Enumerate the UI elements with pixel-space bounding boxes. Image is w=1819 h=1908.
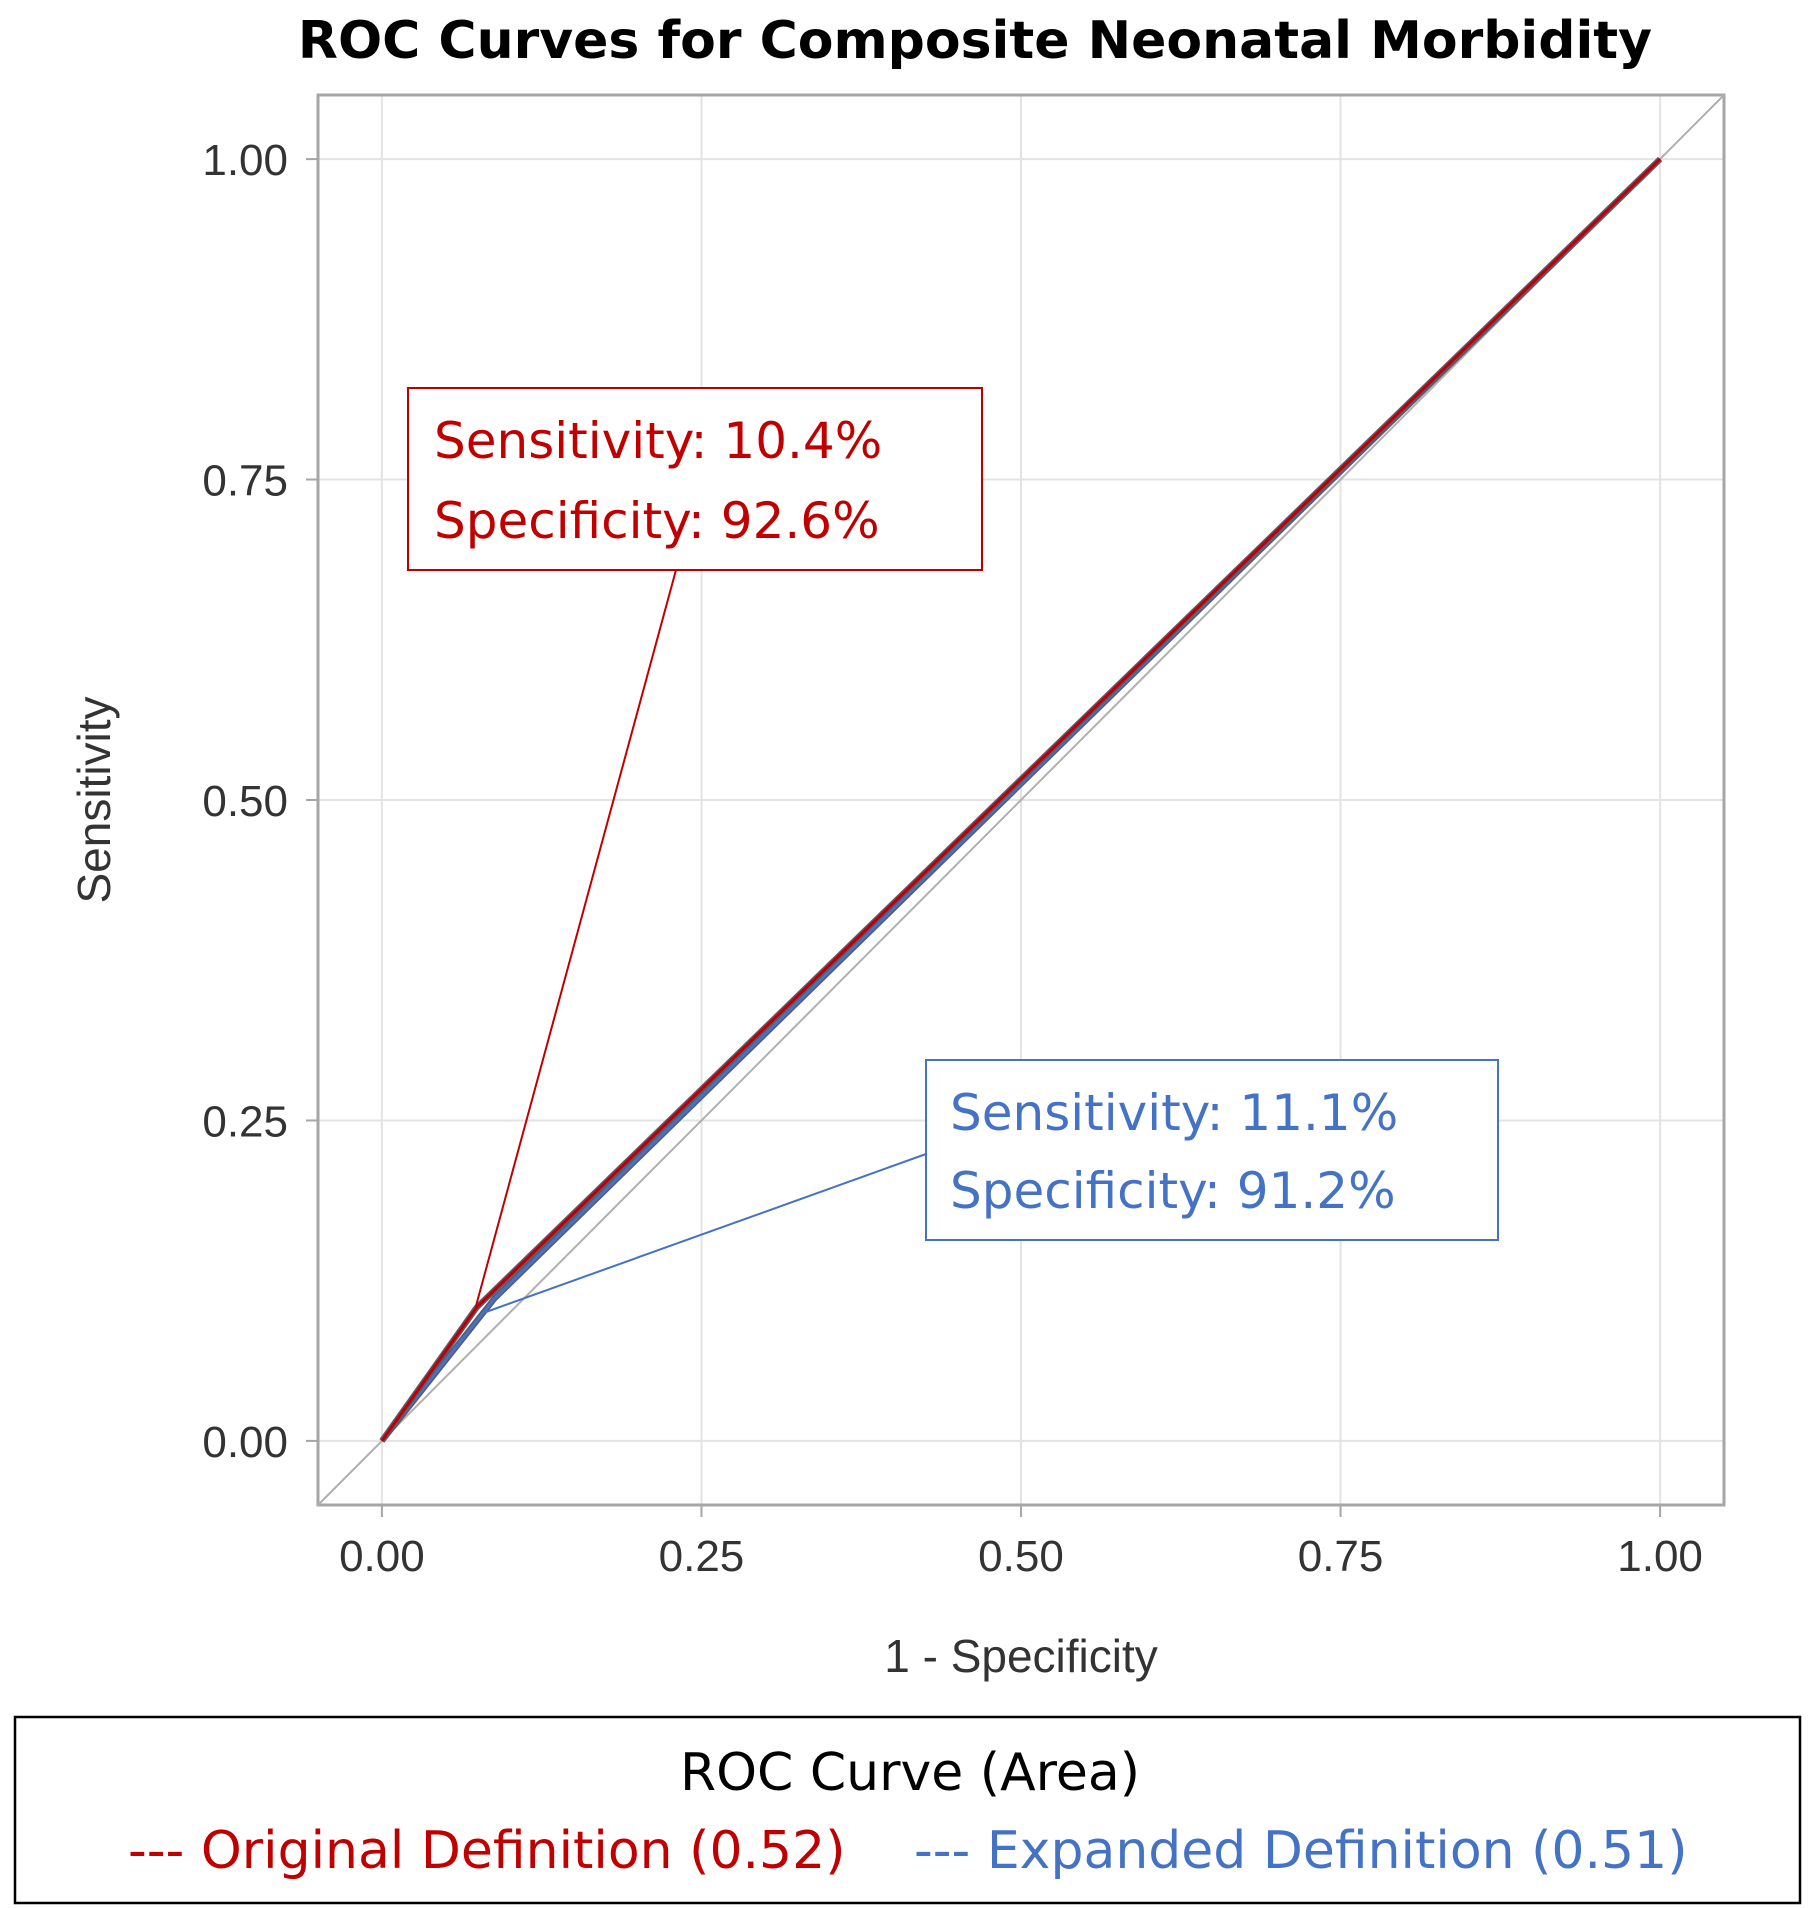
chart-title: ROC Curves for Composite Neonatal Morbid… — [298, 11, 1652, 71]
annotation-expanded-sensitivity: Sensitivity: 11.1% — [950, 1084, 1398, 1142]
annotation-original-leader-line — [475, 569, 677, 1307]
y-tick-label: 1.00 — [202, 136, 288, 185]
series-layer — [379, 156, 1663, 1443]
legend-title: ROC Curve (Area) — [680, 1743, 1140, 1803]
annotation-expanded-box — [925, 1059, 1499, 1241]
annotation-expanded-specificity: Specificity: 91.2% — [950, 1162, 1396, 1220]
y-tick-label: 0.50 — [202, 777, 288, 826]
legend-item-expanded: --- Expanded Definition (0.51) — [914, 1821, 1688, 1881]
reference-diagonal-line — [317, 94, 1725, 1506]
x-tick-label: 0.50 — [978, 1532, 1064, 1581]
annotation-expanded-leader-line — [485, 1153, 927, 1313]
y-tick-label: 0.25 — [202, 1097, 288, 1146]
x-tick-label: 1.00 — [1617, 1532, 1703, 1581]
annotation-original-specificity: Specificity: 92.6% — [434, 492, 880, 550]
annotation-original-sensitivity: Sensitivity: 10.4% — [434, 412, 882, 470]
y-tick-label: 0.00 — [202, 1418, 288, 1467]
grid-lines — [318, 95, 1724, 1505]
series-line — [380, 158, 1662, 1442]
legend-item-original: --- Original Definition (0.52) — [128, 1821, 846, 1881]
annotation-original-box — [407, 387, 983, 571]
y-axis-label: Sensitivity — [68, 696, 120, 903]
legend-box — [13, 1715, 1802, 1905]
x-tick-label: 0.75 — [1298, 1532, 1384, 1581]
x-axis-label: 1 - Specificity — [884, 1630, 1158, 1682]
y-tick-label: 0.75 — [202, 457, 288, 506]
tick-labels: 0.00 0.25 0.50 0.75 1.00 0.00 0.25 0.50 0.75 1.00 — [202, 136, 1703, 1581]
x-tick-label: 0.25 — [659, 1532, 745, 1581]
x-tick-label: 0.00 — [339, 1532, 425, 1581]
